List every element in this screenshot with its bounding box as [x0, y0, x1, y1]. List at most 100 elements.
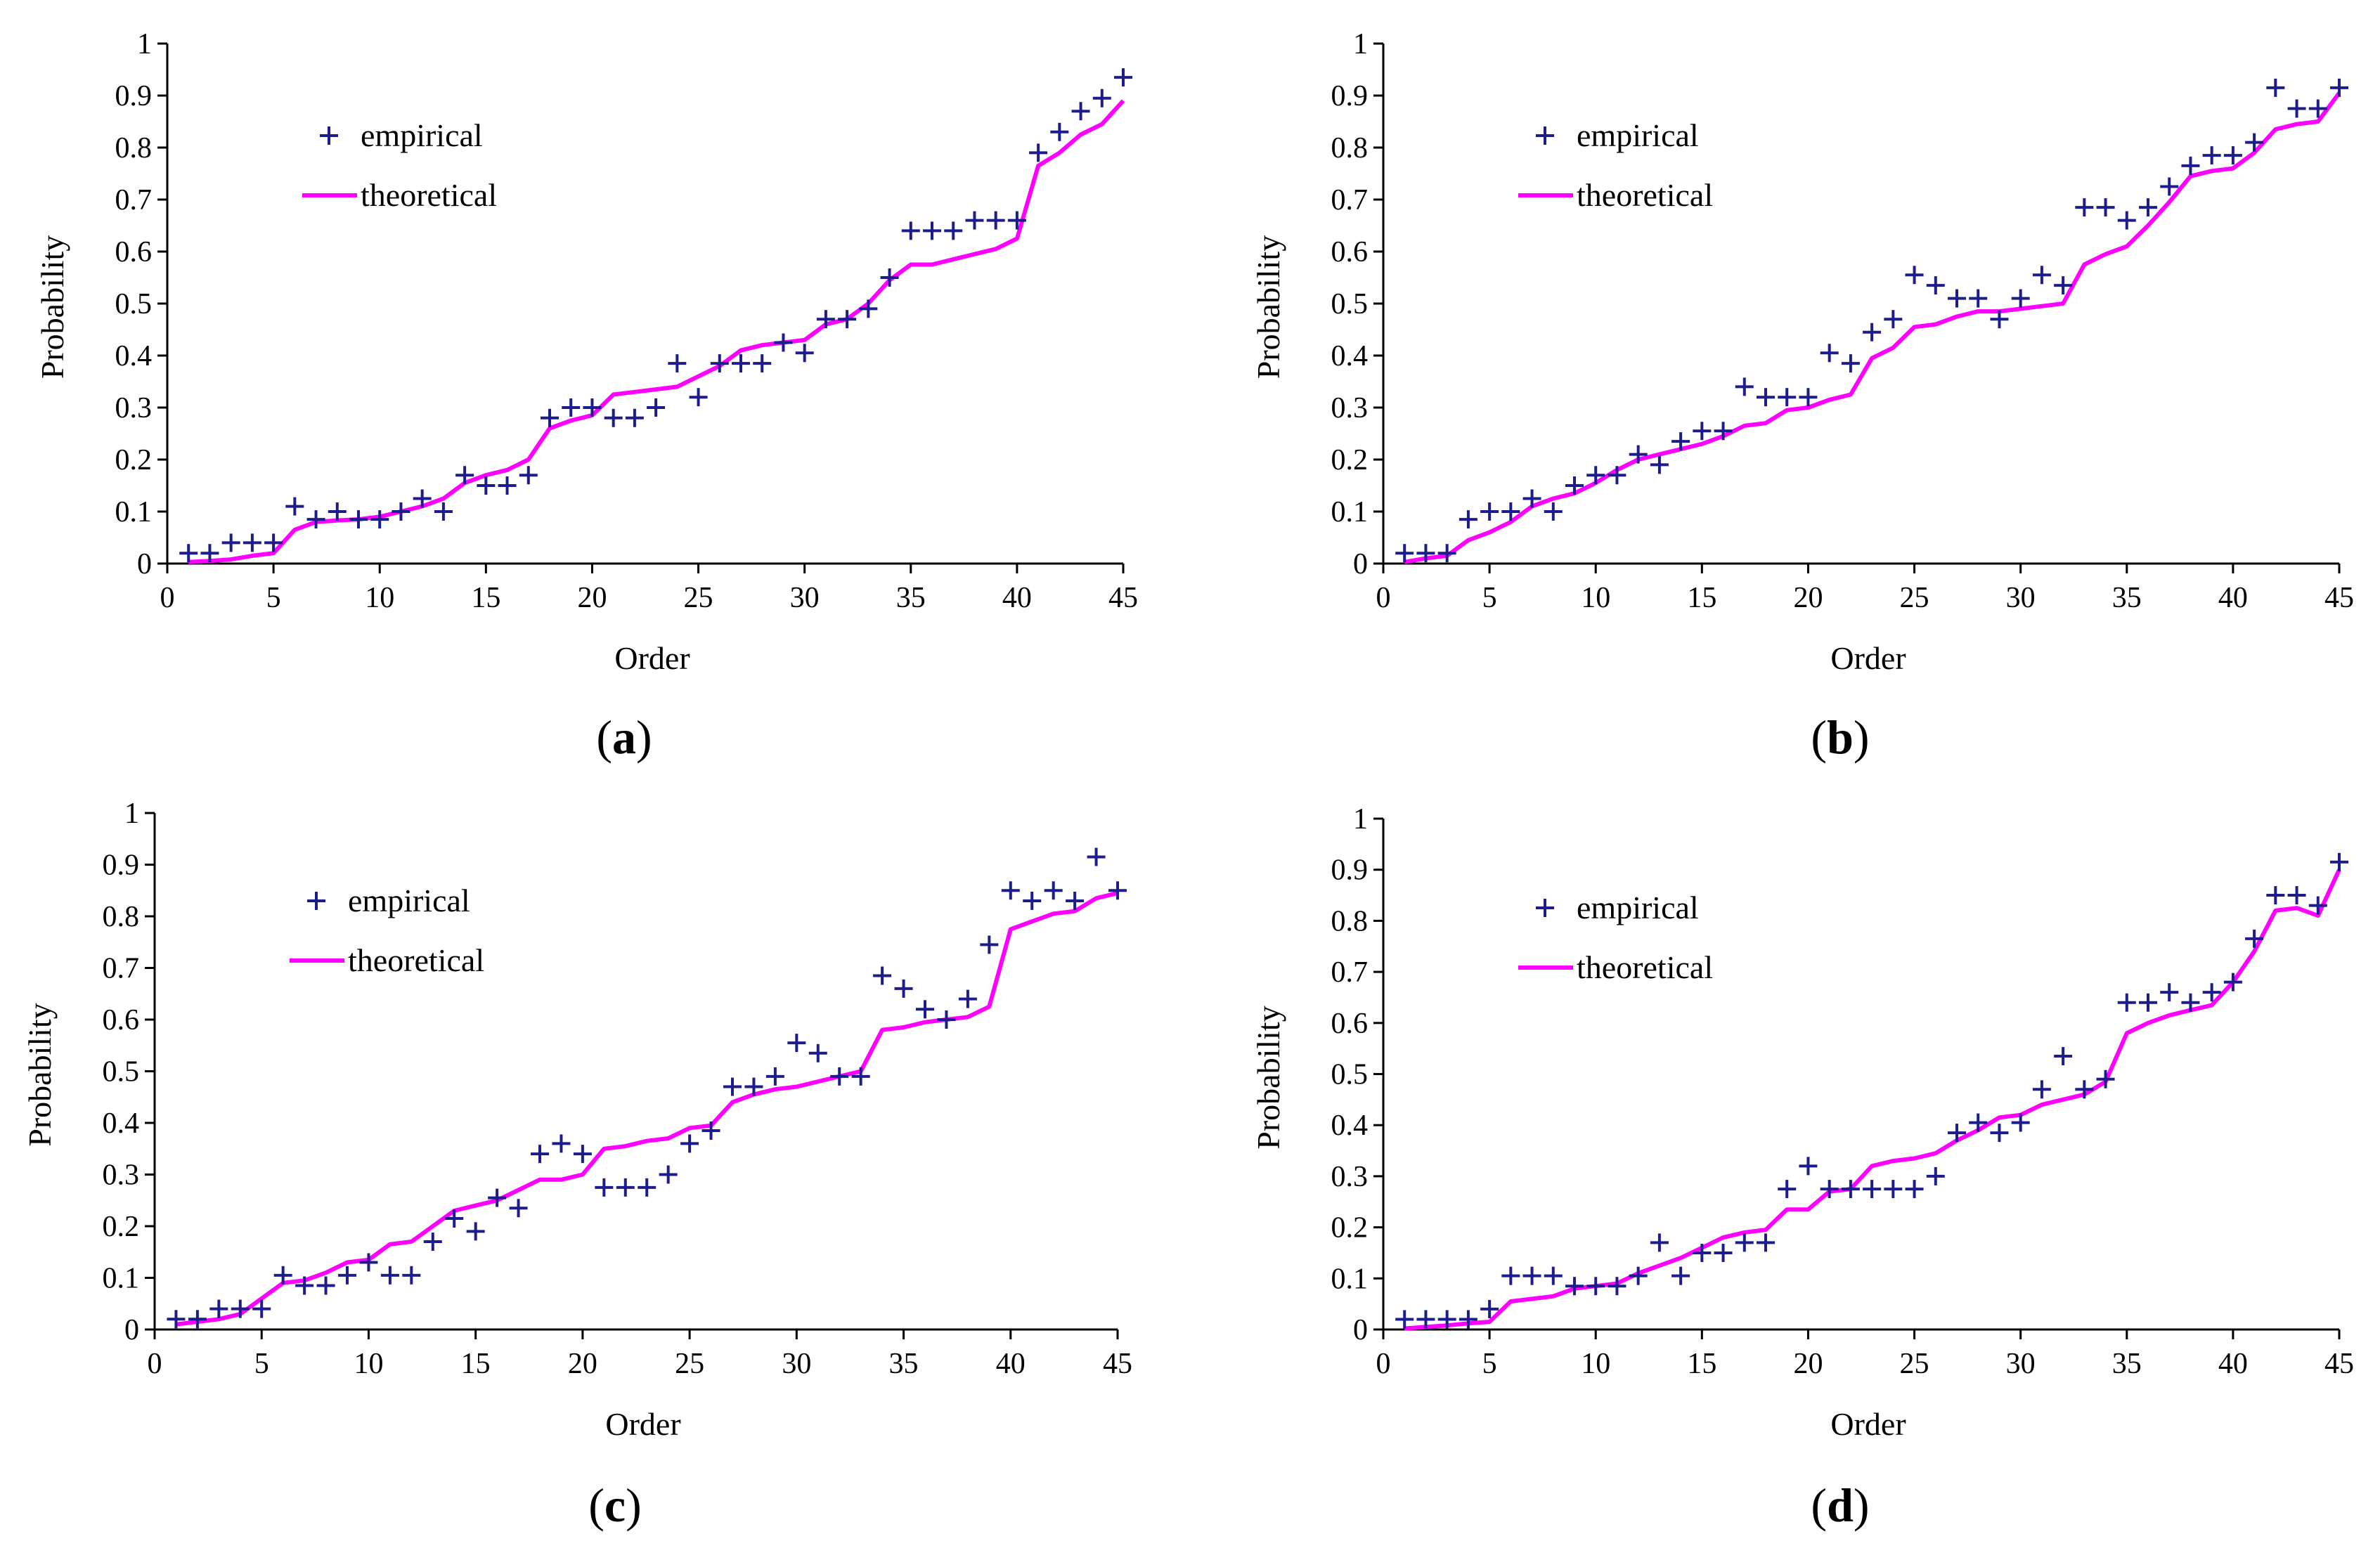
- x-axis-label: Order: [1830, 640, 1906, 676]
- x-tick-label: 30: [2006, 1348, 2036, 1380]
- empirical-point: [1650, 455, 1669, 474]
- empirical-point: [188, 1310, 207, 1329]
- empirical-point: [1395, 544, 1414, 563]
- x-tick-label: 25: [1900, 582, 1929, 614]
- empirical-point: [2181, 156, 2200, 175]
- empirical-point: [295, 1276, 314, 1295]
- empirical-point: [477, 476, 496, 495]
- chart-panel-b: 00.10.20.30.40.50.60.70.80.910 5 10 15 20 25 3…: [1250, 28, 2354, 764]
- empirical-point: [604, 408, 623, 427]
- empirical-point: [380, 1266, 399, 1285]
- x-tick-label: 30: [2006, 582, 2036, 614]
- empirical-point: [1757, 388, 1775, 407]
- empirical-point: [1905, 266, 1924, 285]
- y-tick-label: 0.1: [103, 1263, 140, 1295]
- x-tick-label: 0: [1376, 1348, 1391, 1380]
- empirical-point: [1969, 289, 1988, 308]
- empirical-point: [2223, 973, 2242, 991]
- empirical-point: [1087, 847, 1106, 866]
- empirical-point: [285, 497, 304, 516]
- theoretical-series-line: [1404, 91, 2341, 564]
- legend-empirical-marker: [1536, 899, 1554, 917]
- empirical-point: [1693, 422, 1712, 441]
- x-tick-label: 45: [2324, 582, 2354, 614]
- legend-empirical-marker: [307, 892, 325, 910]
- empirical-point: [901, 221, 920, 240]
- empirical-point: [1480, 502, 1499, 521]
- empirical-point: [328, 502, 347, 521]
- empirical-point: [1629, 1266, 1648, 1285]
- x-tick-label: 45: [1108, 582, 1138, 614]
- legend-theoretical-label: theoretical: [1577, 949, 1713, 985]
- empirical-point: [2011, 1113, 2030, 1132]
- x-tick-label: 40: [2218, 1348, 2248, 1380]
- empirical-point: [2075, 198, 2094, 217]
- y-axis-label: Probability: [34, 235, 70, 379]
- empirical-point: [894, 979, 913, 998]
- empirical-point: [647, 398, 666, 417]
- empirical-point: [851, 1067, 870, 1086]
- legend: empirical theoretical: [290, 883, 484, 978]
- empirical-point: [944, 221, 963, 240]
- empirical-point: [1001, 881, 1020, 900]
- empirical-point: [316, 1276, 335, 1295]
- x-tick-label: 0: [160, 582, 175, 614]
- x-tick-label: 25: [1900, 1348, 1929, 1380]
- empirical-point: [1841, 354, 1860, 373]
- empirical-point: [531, 1145, 549, 1164]
- empirical-point: [552, 1134, 571, 1153]
- empirical-point: [2054, 1047, 2073, 1066]
- empirical-point: [1066, 891, 1085, 910]
- empirical-point: [2245, 133, 2264, 152]
- x-tick-label: 0: [148, 1348, 162, 1380]
- empirical-point: [2139, 198, 2157, 217]
- legend-theoretical-label: theoretical: [348, 942, 484, 978]
- x-tick-label: 5: [266, 582, 281, 614]
- y-tick-label: 0.1: [115, 496, 153, 528]
- empirical-point: [2117, 993, 2136, 1012]
- legend-theoretical-label: theoretical: [1577, 177, 1713, 213]
- empirical-point: [1863, 323, 1882, 342]
- empirical-point: [466, 1222, 485, 1241]
- y-tick-label: 0.5: [103, 1056, 140, 1088]
- y-tick-label: 0.5: [115, 288, 153, 320]
- legend: empirical theoretical: [1518, 890, 1713, 985]
- empirical-point: [349, 510, 368, 529]
- empirical-point: [1757, 1233, 1775, 1252]
- y-tick-label: 0.1: [1331, 496, 1369, 528]
- empirical-point: [2266, 78, 2285, 97]
- x-tick-label: 15: [1687, 1348, 1716, 1380]
- empirical-point: [980, 935, 999, 954]
- theoretical-series-line: [1404, 869, 2341, 1331]
- empirical-point: [445, 1209, 464, 1228]
- x-tick-label: 15: [1687, 582, 1716, 614]
- empirical-point: [830, 1067, 849, 1086]
- empirical-point: [2245, 929, 2264, 948]
- x-tick-label: 45: [2324, 1348, 2354, 1380]
- empirical-point: [231, 1299, 250, 1318]
- empirical-point: [2308, 896, 2327, 915]
- empirical-point: [1948, 1124, 1966, 1143]
- y-tick-label: 0.3: [103, 1159, 140, 1192]
- empirical-point: [1437, 1310, 1456, 1329]
- empirical-point: [221, 533, 240, 552]
- y-tick-label: 0.2: [103, 1211, 140, 1243]
- empirical-point: [2160, 983, 2179, 1002]
- empirical-point: [488, 1188, 507, 1207]
- empirical-point: [765, 1067, 784, 1086]
- y-tick-label: 1: [1353, 803, 1368, 835]
- chart-panel-d: 00.10.20.30.40.50.60.70.80.910 5 10 15 20 25 3…: [1250, 803, 2354, 1532]
- y-tick-label: 0.4: [1331, 1110, 1369, 1142]
- empirical-point: [916, 1000, 934, 1019]
- empirical-point: [1926, 276, 1945, 295]
- empirical-point: [880, 268, 899, 287]
- empirical-point: [200, 544, 219, 563]
- empirical-point: [1108, 881, 1127, 900]
- empirical-point: [1735, 1233, 1754, 1252]
- empirical-point: [958, 989, 977, 1008]
- empirical-point: [1693, 1243, 1712, 1262]
- empirical-point: [2266, 886, 2285, 905]
- empirical-point: [273, 1266, 292, 1285]
- empirical-point: [1416, 544, 1435, 563]
- empirical-point: [1586, 1277, 1605, 1296]
